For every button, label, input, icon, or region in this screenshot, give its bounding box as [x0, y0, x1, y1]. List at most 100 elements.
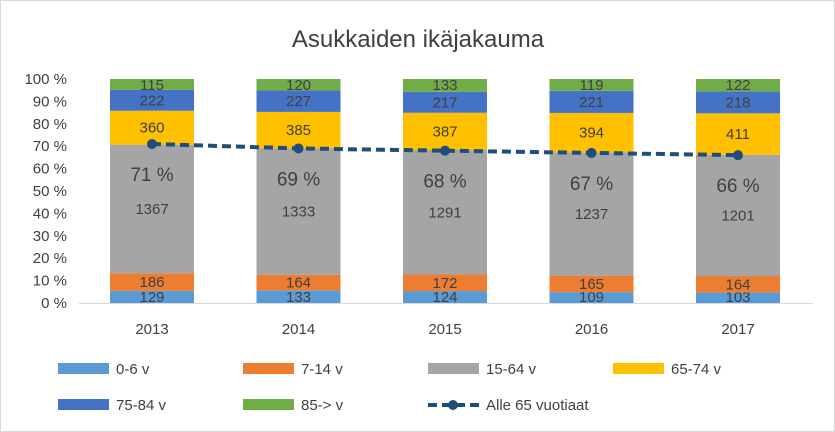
bars: 1291861367360222115133164133338522712012… [110, 77, 780, 306]
x-tick-label: 2016 [575, 321, 608, 338]
data-label: 165 [579, 276, 604, 293]
bar-segment [696, 91, 780, 114]
bar-segment [696, 276, 780, 293]
line-data-label: 68 % [423, 172, 466, 193]
x-tick-label: 2014 [282, 321, 315, 338]
y-tick-label: 60 % [33, 161, 67, 178]
bar-segment [549, 90, 634, 113]
bar-segment [256, 111, 341, 149]
data-label: 1201 [721, 207, 754, 224]
data-label: 164 [725, 276, 750, 293]
data-label: 385 [286, 122, 311, 139]
chart-title: Asukkaiden ikäjakauma [292, 26, 545, 53]
bar-segment [549, 292, 634, 303]
bar-segment [256, 148, 341, 275]
y-tick-label: 20 % [33, 250, 67, 267]
legend-label: 7-14 v [301, 361, 343, 378]
data-label: 221 [579, 94, 604, 111]
legend-label: 15-64 v [486, 361, 537, 378]
x-tick-label: 2017 [721, 321, 754, 338]
data-label: 186 [139, 274, 164, 291]
y-tick-label: 30 % [33, 228, 67, 245]
data-label: 1237 [575, 206, 608, 223]
legend-swatch [428, 363, 479, 374]
y-tick-label: 10 % [33, 273, 67, 290]
data-label: 119 [580, 77, 604, 94]
data-label: 1333 [282, 204, 315, 221]
line-data-label: 71 % [130, 165, 173, 186]
bar-segment [110, 89, 194, 111]
data-label: 218 [725, 94, 750, 111]
legend-swatch [243, 399, 294, 410]
line-data-label: 66 % [716, 176, 759, 197]
data-label: 115 [140, 77, 164, 94]
data-label: 411 [726, 126, 750, 143]
data-label: 122 [725, 77, 750, 94]
data-label: 120 [286, 77, 311, 94]
bar-segment [549, 79, 634, 91]
bar-segment [256, 79, 341, 91]
x-tick-label: 2015 [428, 321, 461, 338]
line-point [147, 138, 157, 149]
bar-segment [403, 274, 487, 292]
line-data-label: 69 % [277, 169, 320, 190]
data-label: 387 [432, 123, 457, 140]
bar-segment [403, 150, 487, 275]
line-data-label: 67 % [570, 174, 613, 195]
legend-swatch [613, 363, 664, 374]
legend-label: 85-> v [301, 397, 344, 414]
line-point [733, 150, 743, 161]
data-label: 394 [579, 125, 604, 142]
bar-segment [696, 79, 780, 92]
data-label: 217 [432, 94, 457, 111]
legend-label: Alle 65 vuotiaat [486, 397, 589, 414]
x-tick-label: 2013 [135, 321, 168, 338]
data-label: 129 [139, 289, 164, 306]
legend-line-marker [448, 400, 458, 410]
bar-segment [403, 91, 487, 113]
legend-swatch [58, 399, 109, 410]
y-tick-label: 70 % [33, 138, 67, 155]
data-label: 360 [139, 120, 164, 137]
line-point [586, 147, 597, 158]
y-tick-label: 90 % [33, 93, 67, 110]
legend-swatch [243, 363, 294, 374]
bar-segment [110, 144, 194, 274]
bar-segment [256, 290, 341, 303]
data-label: 103 [725, 289, 750, 306]
data-label: 1367 [135, 201, 168, 218]
y-tick-label: 80 % [33, 116, 67, 133]
data-label: 109 [579, 289, 604, 306]
y-tick-label: 50 % [33, 183, 67, 200]
bar-segment [549, 152, 634, 276]
y-tick-label: 0 % [41, 295, 67, 312]
data-label: 172 [432, 275, 457, 292]
legend-swatch [58, 363, 109, 374]
bar-segment [110, 273, 194, 291]
bar-segment [696, 292, 780, 303]
bar-segment [110, 79, 194, 90]
bar-segment [696, 154, 780, 277]
y-tick-label: 40 % [33, 205, 67, 222]
data-label: 164 [286, 275, 311, 292]
data-label: 222 [139, 92, 164, 109]
line-point [293, 143, 304, 154]
bar-segment [256, 90, 341, 112]
legend: 0-6 v 7-14 v 15-64 v 65-74 v 75-84 v 85-> v Al… [58, 361, 722, 414]
legend-label: 75-84 v [116, 397, 167, 414]
line-point [440, 145, 450, 156]
bar-segment [403, 112, 487, 151]
bar-segment [549, 275, 634, 293]
data-label: 124 [432, 289, 457, 306]
y-tick-label: 100 % [24, 71, 67, 88]
bar-segment [403, 79, 487, 92]
x-axis: 2013 2014 2015 2016 2017 [79, 303, 813, 338]
data-label: 1291 [428, 204, 461, 221]
legend-label: 0-6 v [116, 361, 150, 378]
bar-segment [696, 113, 780, 155]
line-series: 71 % 69 % 68 % 67 % 66 % [130, 138, 760, 197]
bar-segment [110, 290, 194, 303]
data-label: 133 [432, 77, 457, 94]
